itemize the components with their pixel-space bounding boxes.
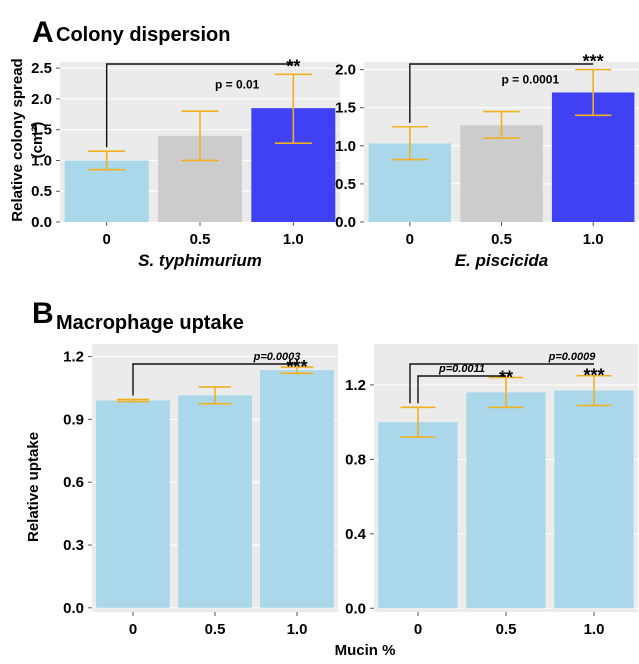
x-axis-label-b: Mucin % bbox=[335, 642, 396, 659]
y-tick-label: 0.0 bbox=[335, 214, 356, 231]
bar-0 bbox=[96, 400, 170, 608]
y-tick-label: 1.2 bbox=[345, 377, 366, 394]
y-axis-label-b: Relative uptake bbox=[25, 432, 42, 542]
p-value-label: p=0.0003 bbox=[253, 351, 301, 363]
p-value-label: p = 0.01 bbox=[215, 77, 260, 91]
bar-1-0 bbox=[260, 370, 334, 608]
significance-bracket bbox=[105, 63, 294, 148]
bar-1-0 bbox=[554, 390, 634, 609]
y-tick-label: 1.0 bbox=[335, 138, 356, 155]
p-value-label: p=0.0009 bbox=[548, 351, 597, 363]
y-tick-label: 2.0 bbox=[335, 62, 356, 79]
y-tick-label: 1.5 bbox=[31, 122, 52, 139]
chart-a-right: 0.0 0.5 1.0 1.5 2.0 0 0.5 1.0 E. piscicida *** p =… bbox=[335, 52, 639, 270]
y-tick-label: 0.3 bbox=[63, 537, 84, 554]
bar-0 bbox=[64, 160, 149, 222]
x-axis-label: E. piscicida bbox=[455, 251, 549, 270]
x-tick-label: 0.5 bbox=[190, 231, 211, 248]
x-tick-label: 0 bbox=[406, 231, 414, 248]
x-tick-label: 0.5 bbox=[205, 621, 226, 638]
y-tick-label: 2.5 bbox=[31, 60, 52, 77]
y-tick-label: 1.0 bbox=[31, 152, 52, 169]
y-tick-label: 1.2 bbox=[63, 349, 84, 366]
y-axis-unit-a: (cm²) bbox=[29, 122, 46, 159]
panel-letter-b: B bbox=[32, 297, 54, 330]
x-tick-label: 1.0 bbox=[583, 231, 604, 248]
y-tick-label: 0.6 bbox=[63, 474, 84, 491]
panel-letter-a: A bbox=[32, 16, 54, 49]
p-value-label: p = 0.0001 bbox=[501, 73, 559, 87]
panel-title-a: Colony dispersion bbox=[56, 24, 230, 46]
x-tick-label: 0 bbox=[129, 621, 137, 638]
significance-bracket bbox=[409, 63, 594, 123]
x-tick-label: 0.5 bbox=[491, 231, 512, 248]
p-value-label: p=0.0011 bbox=[438, 363, 485, 375]
significance-stars: ** bbox=[499, 368, 513, 388]
y-tick-label: 0.5 bbox=[335, 176, 356, 193]
chart-b-left: 0.0 0.3 0.6 0.9 1.2 0 0.5 1.0 ***p=0.0003 bbox=[63, 344, 338, 638]
y-tick-label: 0.8 bbox=[345, 451, 366, 468]
x-tick-label: 1.0 bbox=[283, 231, 304, 248]
y-tick-label: 0.4 bbox=[345, 526, 367, 543]
bar-0-5 bbox=[178, 395, 252, 608]
x-tick-label: 0 bbox=[414, 621, 422, 638]
y-tick-label: 1.5 bbox=[335, 100, 356, 117]
bar-0 bbox=[378, 422, 458, 609]
x-tick-label: 1.0 bbox=[584, 621, 605, 638]
significance-bracket bbox=[132, 363, 297, 396]
significance-stars: *** bbox=[583, 52, 604, 72]
significance-stars: *** bbox=[583, 366, 604, 386]
y-tick-label: 0.9 bbox=[63, 411, 84, 428]
x-tick-label: 0.5 bbox=[496, 621, 517, 638]
x-axis-label: S. typhimurium bbox=[138, 251, 262, 270]
y-tick-label: 0.0 bbox=[63, 600, 84, 617]
panel-title-b: Macrophage uptake bbox=[56, 312, 244, 334]
y-tick-label: 0.5 bbox=[31, 183, 52, 200]
x-tick-label: 0 bbox=[102, 231, 110, 248]
significance-bracket bbox=[409, 363, 594, 404]
y-tick-label: 0.0 bbox=[31, 214, 52, 231]
chart-a-left: 0.0 0.5 1.0 1.5 2.0 2.5 0 0.5 1.0 S. typhimurium *… bbox=[31, 56, 340, 270]
chart-b-right: 0.0 0.4 0.8 1.2 0 0.5 1.0 ** p=0.0011 *** p=0.0009 bbox=[345, 344, 638, 638]
x-tick-label: 1.0 bbox=[287, 621, 308, 638]
y-tick-label: 0.0 bbox=[345, 600, 366, 617]
significance-bracket bbox=[417, 375, 506, 404]
bar-0-5 bbox=[466, 392, 546, 609]
significance-stars: ** bbox=[286, 56, 300, 76]
significance-stars: *** bbox=[286, 357, 307, 377]
bar-0-5 bbox=[460, 125, 543, 222]
y-axis-label-a: Relative colony spread bbox=[9, 58, 26, 221]
y-tick-label: 2.0 bbox=[31, 91, 52, 108]
